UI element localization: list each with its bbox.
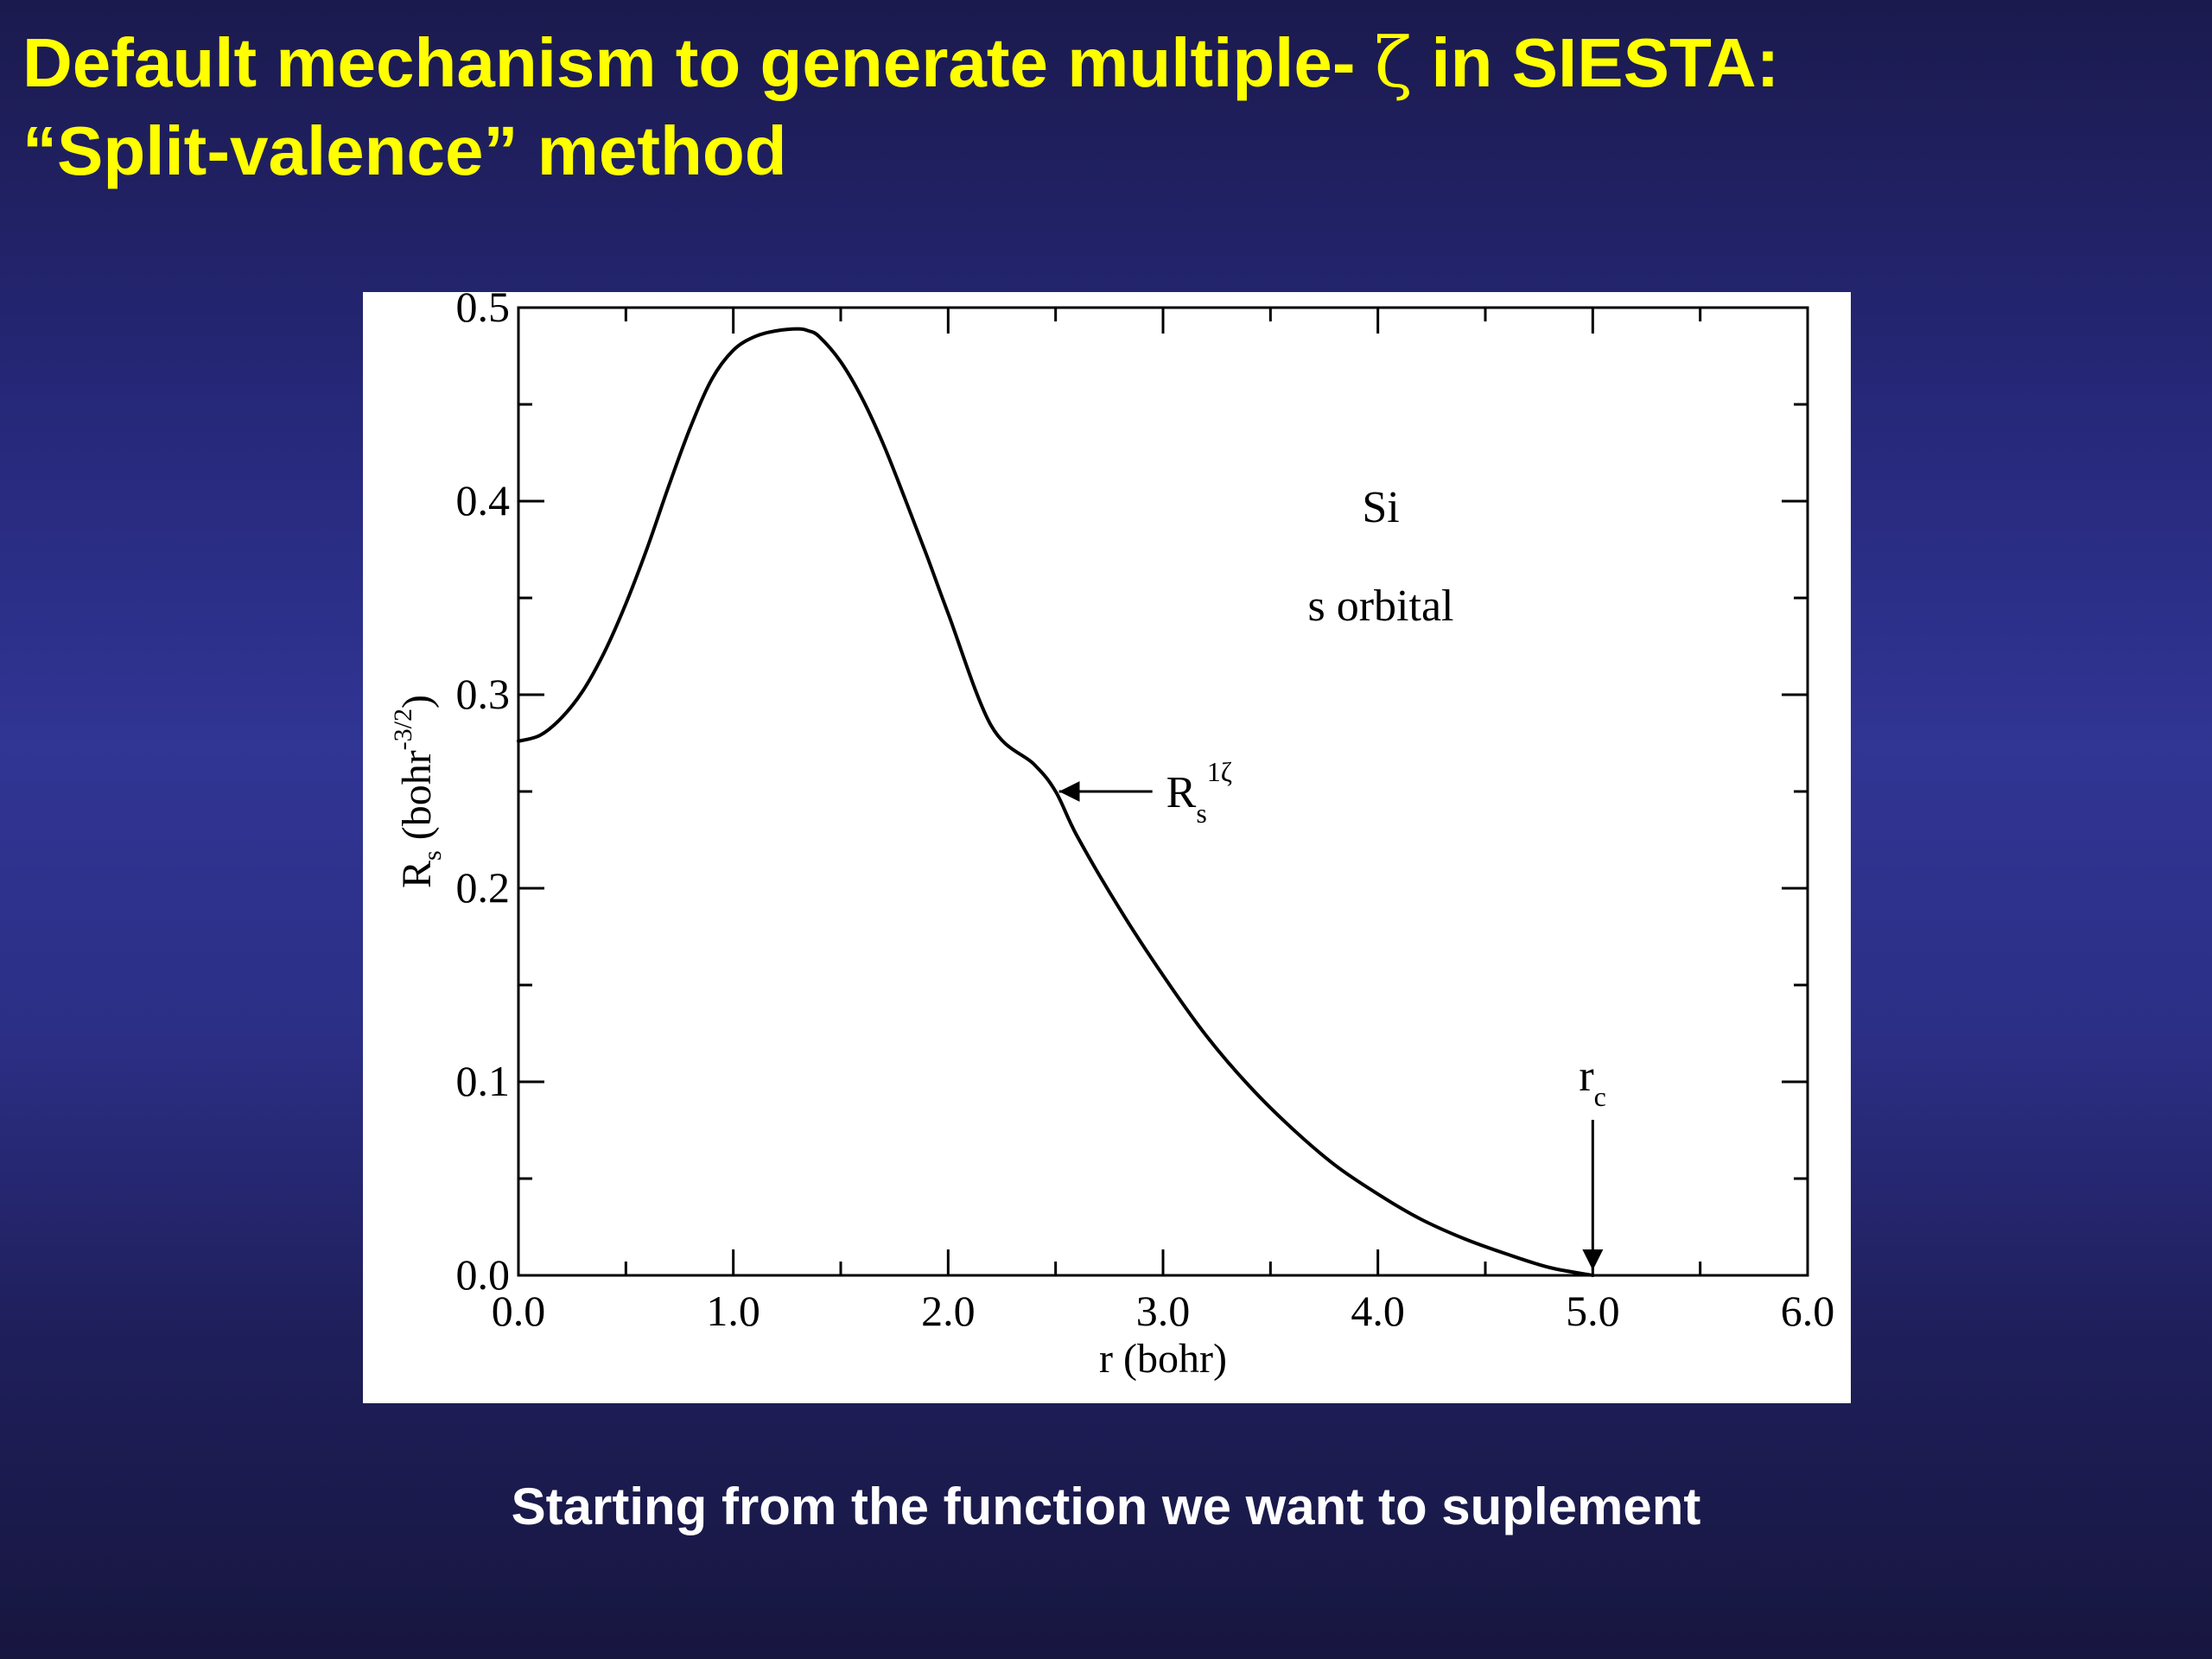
curve-label-main: R bbox=[1166, 768, 1197, 817]
x-tick-label: 4.0 bbox=[1351, 1287, 1405, 1335]
curve-label-sup: 1ζ bbox=[1207, 756, 1232, 787]
x-tick-label: 6.0 bbox=[1781, 1287, 1835, 1335]
chart-svg: 0.0 1.0 2.0 3.0 4.0 5.0 6.0 0.0 0.1 0.2 0.3 0.4 0.5… bbox=[389, 292, 1835, 1382]
y-axis-label-close: ) bbox=[394, 695, 440, 709]
chart-figure: 0.0 1.0 2.0 3.0 4.0 5.0 6.0 0.0 0.1 0.2 0.3 0.4 0.5… bbox=[363, 292, 1851, 1403]
rc-label-main: r bbox=[1579, 1052, 1593, 1101]
y-tick-label: 0.4 bbox=[456, 476, 511, 524]
curve-label-sub: s bbox=[1196, 798, 1206, 829]
x-tick-label: 2.0 bbox=[921, 1287, 976, 1335]
slide-title-text-2: in SIESTA: bbox=[1412, 24, 1780, 101]
plot-frame bbox=[517, 306, 1809, 1277]
y-tick-label: 0.5 bbox=[456, 292, 511, 331]
slide-title-line-2: “Split-valence” method bbox=[22, 112, 787, 189]
x-axis-label: r (bohr) bbox=[1099, 1336, 1227, 1382]
zeta-symbol: ζ bbox=[1374, 22, 1413, 103]
y-axis-label-unit: (bohr bbox=[394, 750, 440, 850]
rc-label-sub: c bbox=[1594, 1081, 1606, 1112]
slide-title: Default mechanism to generate multiple- … bbox=[22, 19, 1779, 195]
y-tick-label: 0.1 bbox=[456, 1057, 511, 1105]
y-axis-label-main: R bbox=[394, 861, 440, 888]
y-tick-label: 0.3 bbox=[456, 670, 511, 718]
y-axis-label-sub: s bbox=[418, 850, 447, 861]
x-tick-labels: 0.0 1.0 2.0 3.0 4.0 5.0 6.0 bbox=[492, 1287, 1835, 1335]
y-axis-label-text: Rs (bohr-3/2) bbox=[389, 695, 447, 888]
y-axis-label: Rs (bohr-3/2) bbox=[389, 695, 447, 888]
y-tick-labels: 0.0 0.1 0.2 0.3 0.4 0.5 bbox=[456, 292, 511, 1299]
x-tick-label: 0.0 bbox=[492, 1287, 546, 1335]
slide-caption: Starting from the function we want to su… bbox=[511, 1478, 1701, 1535]
x-tick-label: 1.0 bbox=[706, 1287, 760, 1335]
x-tick-label: 5.0 bbox=[1566, 1287, 1620, 1335]
axis-ticks bbox=[517, 306, 1809, 1277]
annotation-orbital: s orbital bbox=[1308, 582, 1454, 631]
rc-label: rc bbox=[1579, 1052, 1606, 1112]
slide-title-line-1: Default mechanism to generate multiple- … bbox=[22, 19, 1779, 107]
y-tick-label: 0.0 bbox=[456, 1250, 511, 1299]
slide-title-text-1: Default mechanism to generate multiple- bbox=[22, 24, 1375, 101]
y-tick-label: 0.2 bbox=[456, 863, 511, 912]
y-axis-label-exp: -3/2 bbox=[389, 709, 417, 750]
series-line-rs bbox=[517, 327, 1595, 1277]
x-tick-label: 3.0 bbox=[1136, 1287, 1191, 1335]
curve-label: Rs1ζ bbox=[1166, 756, 1232, 829]
annotation-element: Si bbox=[1362, 483, 1399, 532]
